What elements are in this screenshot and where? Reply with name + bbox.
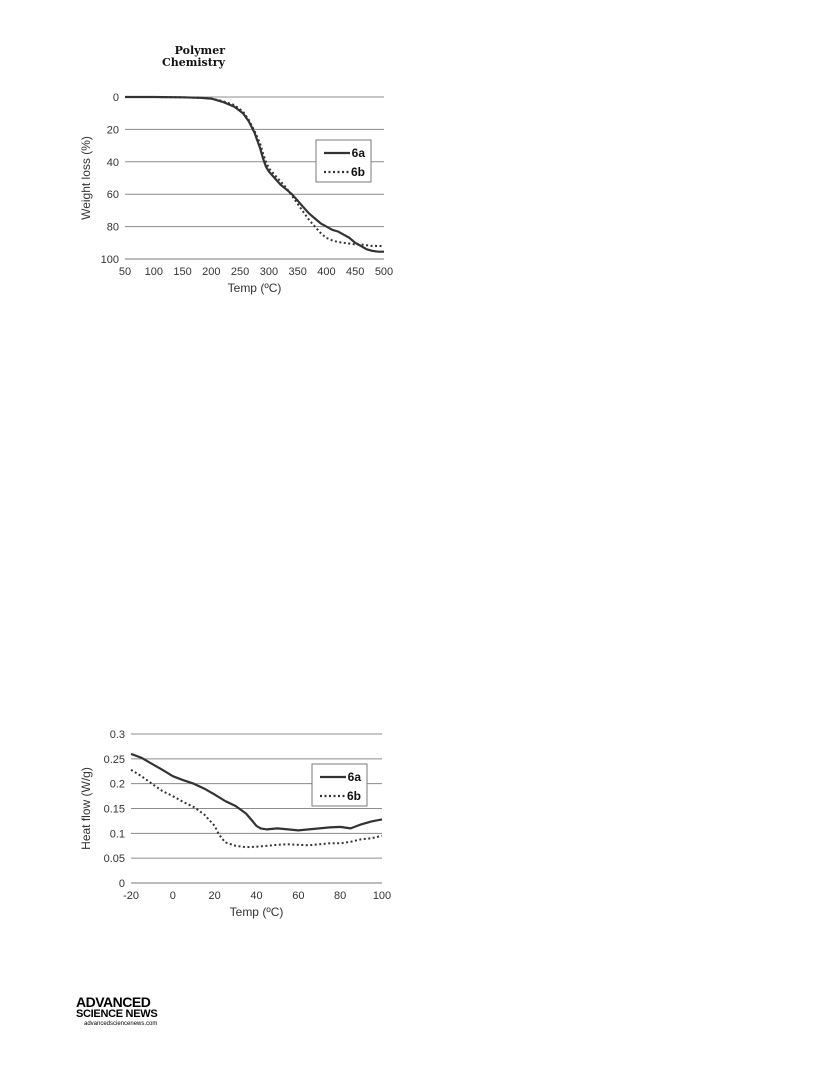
x-tick-label: 400	[317, 266, 335, 278]
dsc-chart: 0 0.05 0.1 0.15 0.2 0.25 0.3 -20 0 20 40 60 80 100 Tem…	[70, 722, 410, 927]
x-tick-label: 500	[375, 266, 393, 278]
x-tick-label: 80	[334, 890, 346, 902]
x-tick-label: 250	[231, 266, 249, 278]
tga-chart: 0 20 40 60 80 100 50 100 150 200 250 300 350 400 450 50…	[70, 82, 410, 307]
y-tick-label: 0	[119, 878, 125, 890]
journal-name: Polymer Chemistry	[150, 45, 225, 69]
y-tick-label: 100	[101, 254, 119, 266]
series-6a-line	[125, 95, 384, 253]
x-axis-label: Temp (ºC)	[228, 281, 282, 295]
y-axis-label: Weight loss (%)	[79, 136, 93, 220]
y-tick-label: 0.2	[110, 779, 125, 791]
y-tick-label: 0.15	[104, 804, 125, 816]
publisher-logo-line2: SCIENCE NEWS	[76, 1008, 158, 1020]
y-tick-label: 0.25	[104, 754, 125, 766]
y-tick-label: 80	[107, 222, 119, 234]
legend-label-6a: 6a	[348, 770, 362, 784]
legend-label-6a: 6a	[352, 146, 366, 160]
dsc-chart-svg: 00.050.10.150.20.250.3-20 0 20 40 60 80 100Tem…	[79, 729, 391, 919]
x-tick-label: 60	[292, 890, 304, 902]
x-tick-label: 100	[145, 266, 163, 278]
x-tick-label: 0	[170, 890, 176, 902]
y-tick-label: 0.1	[110, 828, 125, 840]
journal-name-line2: Chemistry	[161, 56, 225, 69]
series-6a-line	[130, 752, 383, 832]
publisher-logo-line1: ADVANCED	[76, 994, 151, 1010]
x-tick-label: 20	[209, 890, 221, 902]
publisher-logo-url: advancedsciencenews.com	[84, 1021, 158, 1027]
legend-label-6b: 6b	[351, 165, 365, 179]
y-tick-label: 0.05	[104, 853, 125, 865]
series-6b-line	[125, 96, 384, 247]
y-tick-label: 0	[113, 92, 119, 104]
x-tick-label: 350	[288, 266, 306, 278]
publisher-logo: ADVANCED SCIENCE NEWS advancedsciencenew…	[76, 994, 171, 1028]
y-tick-label: 0.3	[110, 729, 125, 741]
x-tick-label: 40	[250, 890, 262, 902]
x-axis-label: Temp (ºC)	[230, 905, 284, 919]
y-tick-label: 20	[107, 124, 119, 136]
x-tick-label: 100	[373, 890, 391, 902]
x-tick-label: 50	[119, 266, 131, 278]
x-tick-label: -20	[123, 890, 139, 902]
x-tick-label: 450	[346, 266, 364, 278]
x-tick-label: 200	[202, 266, 220, 278]
legend-box	[311, 763, 368, 807]
journal-name-line1: Polymer	[174, 44, 225, 57]
y-tick-label: 60	[107, 189, 119, 201]
y-axis-label: Heat flow (W/g)	[79, 767, 93, 850]
legend-box	[315, 139, 372, 183]
x-tick-label: 300	[260, 266, 278, 278]
y-tick-label: 40	[107, 157, 119, 169]
series-6b-line	[130, 768, 383, 849]
legend-label-6b: 6b	[347, 789, 361, 803]
x-tick-label: 150	[173, 266, 191, 278]
